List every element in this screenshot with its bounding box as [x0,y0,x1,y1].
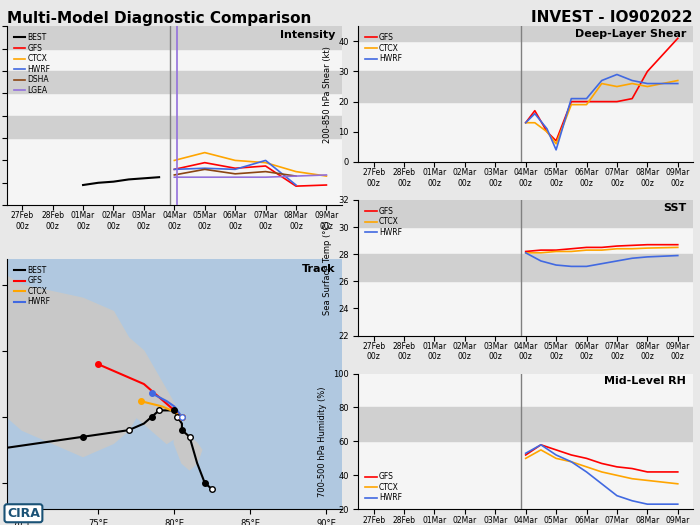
Text: Multi-Model Diagnostic Comparison: Multi-Model Diagnostic Comparison [7,10,312,26]
Bar [358,71,693,102]
Bar [358,407,693,442]
Text: Mid-Level RH: Mid-Level RH [604,376,686,386]
Y-axis label: 200-850 hPa Shear (kt): 200-850 hPa Shear (kt) [323,46,332,142]
Bar [358,200,693,227]
Legend: GFS, CTCX, HWRF: GFS, CTCX, HWRF [362,469,405,506]
Y-axis label: Sea Surface Temp (°C): Sea Surface Temp (°C) [323,220,332,315]
Text: Intensity: Intensity [279,30,335,40]
Legend: GFS, CTCX, HWRF: GFS, CTCX, HWRF [362,204,405,240]
Legend: BEST, GFS, CTCX, HWRF, DSHA, LGEA: BEST, GFS, CTCX, HWRF, DSHA, LGEA [10,30,54,98]
Legend: BEST, GFS, CTCX, HWRF: BEST, GFS, CTCX, HWRF [10,262,54,309]
Text: CIRA: CIRA [7,507,40,520]
Bar [7,116,342,138]
Bar [7,71,342,93]
Text: Track: Track [302,264,335,274]
Bar [358,26,693,41]
Polygon shape [0,259,182,457]
Text: SST: SST [663,203,686,213]
Bar [358,254,693,281]
Bar [7,26,342,49]
Polygon shape [174,419,202,470]
Text: INVEST - IO902022: INVEST - IO902022 [531,10,693,26]
Y-axis label: 700-500 hPa Humidity (%): 700-500 hPa Humidity (%) [318,386,328,497]
Legend: GFS, CTCX, HWRF: GFS, CTCX, HWRF [362,30,405,66]
Text: Deep-Layer Shear: Deep-Layer Shear [575,29,686,39]
